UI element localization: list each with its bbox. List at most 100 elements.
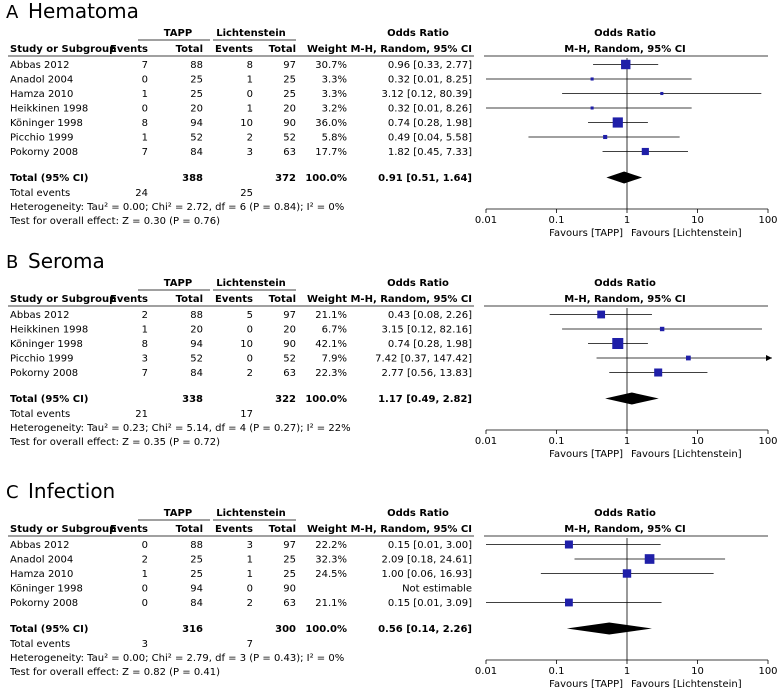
total-odds-ratio-ci: 0.91 [0.51, 1.64] <box>378 173 472 184</box>
lichtenstein-events: 0 <box>247 354 253 365</box>
study-weight: 21.1% <box>315 598 347 609</box>
study-odds-ratio-ci: 7.42 [0.37, 147.42] <box>375 354 472 365</box>
tapp-events: 0 <box>142 598 148 609</box>
point-estimate-square <box>597 310 606 319</box>
point-estimate-square <box>590 77 594 81</box>
tapp-events: 2 <box>142 310 148 321</box>
study-name: Heikkinen 1998 <box>10 104 88 115</box>
total-events-lichtenstein: 17 <box>240 409 253 420</box>
total-lichtenstein: 300 <box>275 624 296 635</box>
tapp-events: 8 <box>142 118 148 129</box>
overall-effect-test: Test for overall effect: Z = 0.35 (P = 0… <box>9 437 220 448</box>
favours-lichtenstein-label: Favours [Lichtenstein] <box>631 679 742 688</box>
lichtenstein-total: 20 <box>283 325 296 336</box>
total-label: Total (95% CI) <box>10 173 88 184</box>
tapp-events: 7 <box>142 368 148 379</box>
study-row: Picchio 1999 1 52 2 52 5.8% 0.49 [0.04, 5.58] <box>10 133 680 144</box>
point-estimate-square <box>564 540 573 549</box>
x-tick-label: 10 <box>691 215 704 226</box>
study-name: Abbas 2012 <box>10 60 70 71</box>
study-row: Köninger 1998 8 94 10 90 42.1% 0.74 [0.28, 1.9… <box>10 337 648 350</box>
study-odds-ratio-ci: 0.74 [0.28, 1.98] <box>388 339 472 350</box>
tapp-total: 52 <box>190 133 203 144</box>
point-estimate-square <box>641 147 649 156</box>
total-events-tapp: 21 <box>135 409 148 420</box>
tapp-events: 7 <box>142 147 148 158</box>
study-odds-ratio-ci: 0.43 [0.08, 2.26] <box>388 310 472 321</box>
lichtenstein-total: 52 <box>283 133 296 144</box>
lichtenstein-total: 63 <box>283 368 296 379</box>
panel-letter: C <box>6 482 19 503</box>
total-row: Total (95% CI) 316 300 100.0% 0.56 [0.14, 2.… <box>10 622 652 635</box>
favours-lichtenstein-label: Favours [Lichtenstein] <box>631 449 742 460</box>
point-estimate-square <box>644 554 655 564</box>
favours-tapp-label: Favours [TAPP] <box>549 228 623 239</box>
study-weight: 3.2% <box>322 104 347 115</box>
header-group-tapp: TAPP <box>164 28 192 39</box>
study-name: Pokorny 2008 <box>10 368 78 379</box>
header-odds-ratio: Odds Ratio <box>387 28 449 39</box>
forest-panel-a: A Hematoma TAPP Lichtenstein Odds Ratio Odds … <box>6 0 778 239</box>
pooled-diamond <box>566 622 652 635</box>
x-tick-label: 0.01 <box>475 436 497 447</box>
lichtenstein-total: 25 <box>283 569 296 580</box>
study-odds-ratio-ci: 0.15 [0.01, 3.09] <box>388 598 472 609</box>
header-plot-method: M-H, Random, 95% CI <box>564 294 686 305</box>
header-or-method: M-H, Random, 95% CI <box>350 44 472 55</box>
total-row: Total (95% CI) 388 372 100.0% 0.91 [0.51, 1.… <box>10 171 643 184</box>
study-name: Hamza 2010 <box>10 89 73 100</box>
panel-title: Seroma <box>28 249 105 273</box>
study-odds-ratio-ci: Not estimable <box>402 584 472 595</box>
panel-letter: A <box>6 2 19 23</box>
header-weight: Weight <box>307 524 347 535</box>
total-label: Total (95% CI) <box>10 394 88 405</box>
study-row: Anadol 2004 0 25 1 25 3.3% 0.32 [0.01, 8.25] <box>10 75 692 86</box>
favours-lichtenstein-label: Favours [Lichtenstein] <box>631 228 742 239</box>
study-row: Abbas 2012 7 88 8 97 30.7% 0.96 [0.33, 2.77] <box>10 59 659 71</box>
study-name: Hamza 2010 <box>10 569 73 580</box>
heterogeneity-stats: Heterogeneity: Tau² = 0.00; Chi² = 2.79,… <box>10 653 344 664</box>
lichtenstein-total: 25 <box>283 555 296 566</box>
study-name: Pokorny 2008 <box>10 147 78 158</box>
study-name: Abbas 2012 <box>10 540 70 551</box>
panel-letter: B <box>6 252 18 273</box>
study-odds-ratio-ci: 3.15 [0.12, 82.16] <box>382 325 473 336</box>
total-events-tapp: 3 <box>142 639 148 650</box>
panel-title: Infection <box>28 479 115 503</box>
lichtenstein-total: 52 <box>283 354 296 365</box>
study-name: Abbas 2012 <box>10 310 70 321</box>
header-study: Study or Subgroup <box>10 44 116 55</box>
header-total-tapp: Total <box>176 294 203 305</box>
lichtenstein-total: 97 <box>283 60 296 71</box>
study-name: Heikkinen 1998 <box>10 325 88 336</box>
study-weight: 22.3% <box>315 368 347 379</box>
tapp-total: 25 <box>190 569 203 580</box>
study-weight: 6.7% <box>322 325 347 336</box>
total-weight: 100.0% <box>305 624 347 635</box>
tapp-total: 84 <box>190 147 203 158</box>
study-weight: 42.1% <box>315 339 347 350</box>
tapp-total: 94 <box>190 584 203 595</box>
study-row: Hamza 2010 1 25 0 25 3.3% 3.12 [0.12, 80.39] <box>10 89 762 100</box>
point-estimate-square <box>660 91 664 96</box>
panel-title: Hematoma <box>28 0 139 23</box>
tapp-total: 84 <box>190 598 203 609</box>
lichtenstein-events: 1 <box>247 555 253 566</box>
lichtenstein-total: 20 <box>283 104 296 115</box>
header-events-tapp: Events <box>110 44 148 55</box>
study-name: Anadol 2004 <box>10 75 73 86</box>
header-total-lichtenstein: Total <box>269 524 296 535</box>
lichtenstein-events: 0 <box>247 89 253 100</box>
total-odds-ratio-ci: 0.56 [0.14, 2.26] <box>378 624 472 635</box>
header-weight: Weight <box>307 44 347 55</box>
point-estimate-square <box>654 368 663 377</box>
study-name: Pokorny 2008 <box>10 598 78 609</box>
study-weight: 17.7% <box>315 147 347 158</box>
lichtenstein-events: 1 <box>247 75 253 86</box>
header-total-tapp: Total <box>176 44 203 55</box>
header-plot-odds-ratio: Odds Ratio <box>594 508 656 519</box>
study-name: Picchio 1999 <box>10 133 73 144</box>
lichtenstein-total: 25 <box>283 89 296 100</box>
favours-tapp-label: Favours [TAPP] <box>549 679 623 688</box>
x-tick-label: 0.01 <box>475 666 497 677</box>
